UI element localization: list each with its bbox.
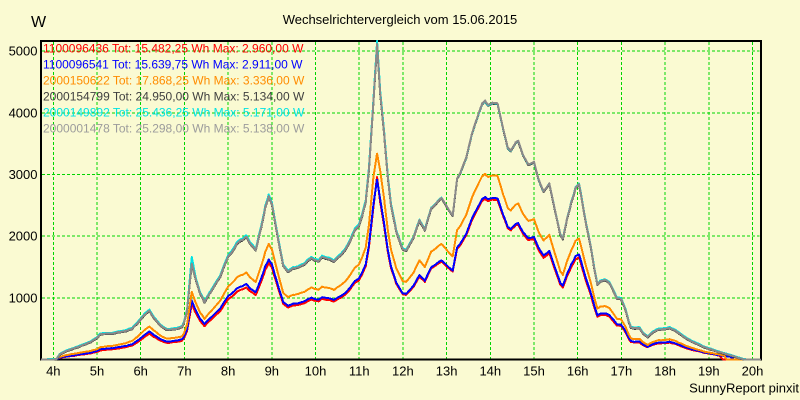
svg-text:2000001478 Tot: 25.298,00 Wh M: 2000001478 Tot: 25.298,00 Wh Max: 5.138,… [43, 122, 305, 136]
svg-text:7h: 7h [177, 364, 191, 379]
svg-text:4h: 4h [46, 364, 60, 379]
svg-text:1000: 1000 [9, 290, 38, 305]
svg-text:15h: 15h [523, 364, 545, 379]
svg-text:1100096436 Tot: 15.482,25 Wh M: 1100096436 Tot: 15.482,25 Wh Max: 2.960,… [43, 42, 304, 56]
svg-text:W: W [31, 14, 47, 31]
svg-text:SunnyReport pinxit: SunnyReport pinxit [689, 381, 799, 396]
svg-text:Wechselrichtervergleich vom 15: Wechselrichtervergleich vom 15.06.2015 [283, 12, 518, 27]
svg-text:20h: 20h [742, 364, 764, 379]
svg-text:13h: 13h [436, 364, 458, 379]
svg-text:11h: 11h [349, 364, 370, 379]
svg-text:19h: 19h [698, 364, 720, 379]
svg-text:3000: 3000 [9, 167, 38, 182]
svg-text:2000149892 Tot: 25.436,25 Wh M: 2000149892 Tot: 25.436,25 Wh Max: 5.171,… [43, 106, 305, 120]
svg-text:8h: 8h [221, 364, 235, 379]
svg-text:16h: 16h [567, 364, 589, 379]
svg-text:10h: 10h [305, 364, 327, 379]
svg-text:5000: 5000 [9, 44, 38, 59]
svg-text:18h: 18h [654, 364, 676, 379]
svg-text:2000150622 Tot: 17.868,25 Wh M: 2000150622 Tot: 17.868,25 Wh Max: 3.336,… [43, 74, 305, 88]
svg-text:1100096541 Tot: 15.639,75 Wh M: 1100096541 Tot: 15.639,75 Wh Max: 2.911,… [43, 58, 303, 72]
svg-text:14h: 14h [479, 364, 501, 379]
svg-text:2000: 2000 [9, 229, 38, 244]
svg-text:2000154799 Tot: 24.950,00 Wh M: 2000154799 Tot: 24.950,00 Wh Max: 5.134,… [43, 90, 305, 104]
svg-text:9h: 9h [265, 364, 279, 379]
svg-text:6h: 6h [133, 364, 147, 379]
svg-text:12h: 12h [392, 364, 414, 379]
svg-text:5h: 5h [90, 364, 104, 379]
svg-text:17h: 17h [611, 364, 633, 379]
svg-text:4000: 4000 [9, 105, 38, 120]
